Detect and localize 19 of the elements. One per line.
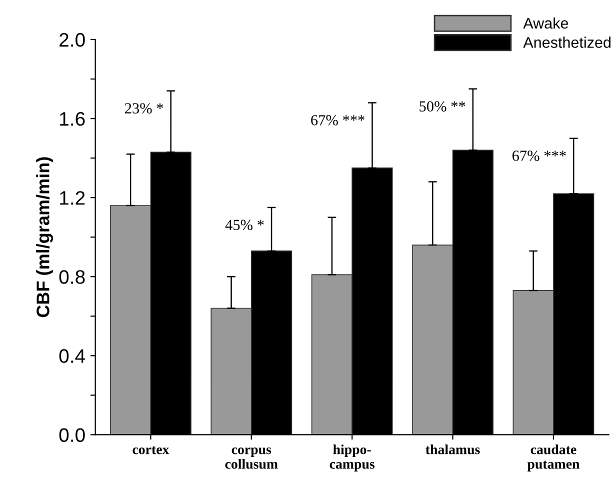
annotation: 67% *** — [512, 150, 566, 161]
y-tick-label: 1.2 — [60, 191, 85, 205]
annotation: 67% *** — [311, 115, 364, 126]
x-tick-label: cortex — [132, 446, 170, 454]
y-tick-label: 0.8 — [59, 270, 85, 284]
annotation: 50% ** — [420, 101, 466, 112]
y-tick-label: 0.0 — [59, 428, 85, 442]
y-tick-label: 1.6 — [60, 112, 85, 126]
y-tick-label: 0.4 — [59, 349, 86, 363]
annotation: 45% * — [225, 220, 264, 230]
legend-label: Awake — [523, 17, 568, 29]
x-tick-label: corpus collusum — [225, 448, 278, 469]
legend-label: Anesthetized — [523, 36, 610, 48]
x-tick-label: hippo- campus — [330, 444, 375, 472]
x-tick-label: thalamus — [426, 444, 480, 454]
y-axis-title: CBF (ml/gram/min) — [36, 157, 54, 318]
x-tick-label: caudate putamen — [527, 444, 580, 472]
annotation: 23% * — [125, 103, 164, 114]
y-tick-label: 2.0 — [60, 32, 85, 47]
